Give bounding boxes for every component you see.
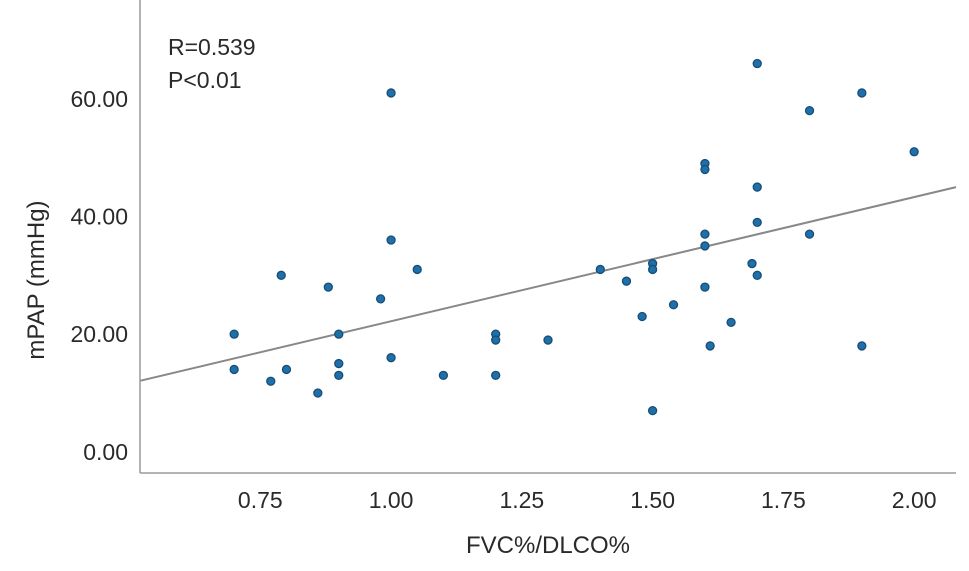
data-point — [747, 258, 757, 269]
data-point — [752, 182, 762, 192]
data-point — [323, 282, 333, 292]
data-point — [276, 270, 286, 280]
data-point — [334, 358, 344, 369]
data-point — [229, 329, 239, 339]
data-point — [491, 370, 501, 380]
x-tick-label: 0.75 — [238, 487, 283, 513]
data-point — [700, 241, 710, 251]
y-axis-label: mPAP (mmHg) — [23, 200, 50, 359]
data-point — [595, 264, 605, 275]
data-point — [375, 294, 386, 304]
x-tick-labels: 0.75 1.00 1.25 1.50 1.75 2.00 — [238, 487, 937, 513]
data-point — [334, 329, 344, 339]
x-axis-label: FVC%/DLCO% — [466, 532, 630, 559]
data-point — [857, 341, 867, 351]
data-point — [804, 105, 815, 116]
data-point — [334, 370, 344, 380]
x-tick-label: 1.75 — [761, 487, 806, 513]
data-point — [491, 335, 501, 345]
data-point — [804, 229, 815, 239]
data-point — [313, 388, 323, 398]
data-point — [647, 405, 658, 416]
data-point — [386, 235, 396, 245]
data-point — [386, 353, 396, 363]
data-point — [438, 370, 449, 380]
x-tick-label: 1.50 — [630, 487, 675, 513]
data-point — [700, 164, 710, 175]
y-tick-label: 60.00 — [70, 86, 128, 112]
data-point — [857, 88, 867, 98]
data-point — [700, 229, 710, 239]
y-tick-label: 0.00 — [83, 439, 128, 465]
points-group — [229, 58, 919, 416]
data-point — [752, 58, 762, 69]
data-point — [752, 270, 762, 280]
x-tick-label: 1.25 — [499, 487, 544, 513]
data-point — [281, 364, 292, 375]
y-tick-label: 40.00 — [70, 203, 128, 229]
data-point — [543, 335, 553, 345]
data-point — [726, 317, 736, 328]
regression-line — [139, 186, 957, 382]
y-tick-label: 20.00 — [70, 321, 128, 347]
data-point — [386, 88, 396, 98]
data-point — [637, 311, 647, 322]
data-point — [229, 364, 239, 375]
data-point — [621, 276, 632, 286]
annotation-p: P<0.01 — [168, 67, 242, 93]
y-tick-labels: 0.00 20.00 40.00 60.00 — [70, 86, 128, 465]
data-point — [909, 147, 919, 157]
data-point — [700, 282, 710, 292]
annotation-r: R=0.539 — [168, 34, 256, 60]
fit-line-group — [139, 186, 957, 382]
x-tick-label: 1.00 — [369, 487, 414, 513]
data-point — [266, 376, 276, 386]
x-tick-label: 2.00 — [892, 487, 937, 513]
data-point — [668, 300, 679, 310]
data-point — [705, 341, 715, 351]
data-point — [752, 217, 762, 228]
data-point — [647, 264, 658, 275]
data-point — [412, 264, 422, 275]
